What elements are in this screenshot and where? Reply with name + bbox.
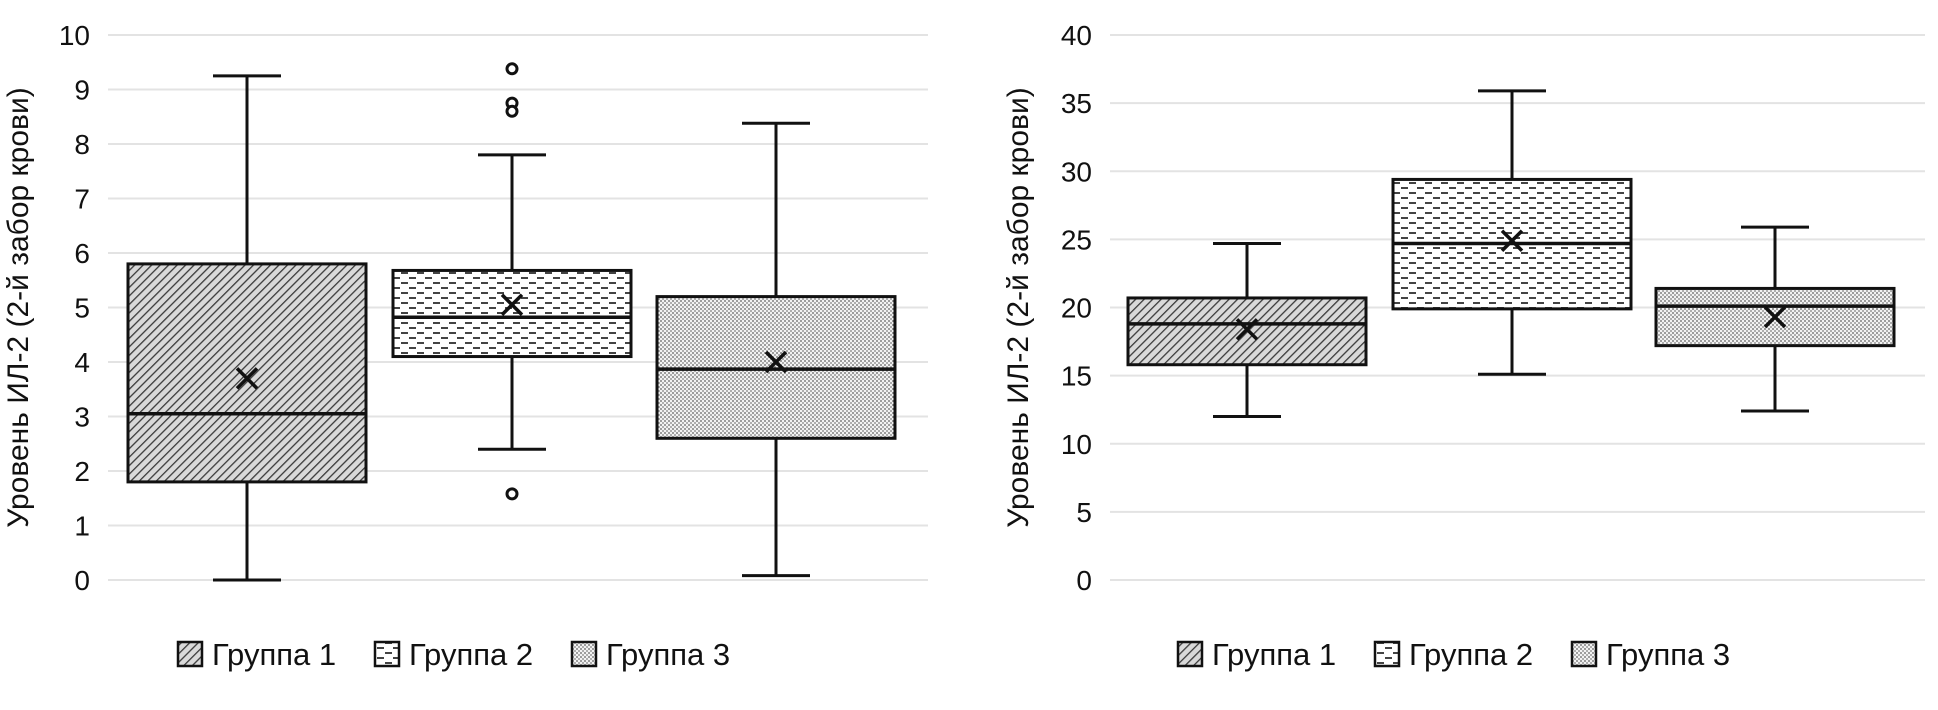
mean-stroke-b (1500, 229, 1524, 252)
legend-label: Группа 1 (212, 637, 336, 672)
y-tick-label-2: 10 (1061, 429, 1092, 460)
mean-stroke-b (235, 367, 259, 390)
y-tick-label-6: 6 (74, 238, 90, 269)
legend-label: Группа 2 (409, 637, 533, 672)
y-tick-label-5: 25 (1061, 224, 1092, 255)
y-tick-label-8: 40 (1061, 20, 1092, 51)
legend-swatch (1176, 640, 1204, 668)
y-tick-label-2: 2 (74, 456, 90, 487)
box-2 (391, 62, 633, 501)
legend-label: Группа 3 (606, 637, 730, 672)
mean-stroke-b (500, 293, 524, 317)
mean-marker (764, 350, 788, 374)
chart-right: 0 5 10 15 20 25 30 35 40 Уровень ИЛ-2 (2-й забор … (1002, 20, 1925, 672)
mean-stroke-b (764, 350, 788, 374)
legend-swatch (570, 640, 598, 668)
mean-stroke-b (1763, 305, 1787, 329)
y-tick-label-4: 4 (74, 347, 90, 378)
box-1 (126, 74, 368, 582)
legend-item-1: Группа 1 (176, 637, 336, 672)
box-3 (655, 121, 897, 578)
mean-stroke-b (1235, 318, 1259, 341)
y-tick-label-3: 3 (74, 402, 90, 433)
legend-item-2: Группа 2 (373, 637, 533, 672)
y-axis-title: Уровень ИЛ-2 (2-й забор крови) (1002, 87, 1035, 527)
outlier-point-2 (505, 104, 519, 118)
box-1 (1126, 241, 1368, 418)
y-tick-label-1: 5 (1076, 497, 1092, 528)
y-tick-label-0: 0 (1076, 565, 1092, 596)
legend-item-2: Группа 2 (1373, 637, 1533, 672)
iqr-box (391, 268, 633, 359)
y-tick-label-7: 35 (1061, 88, 1092, 119)
y-tick-label-0: 0 (74, 565, 90, 596)
outlier-point-0 (505, 62, 519, 76)
legend-label: Группа 1 (1212, 637, 1336, 672)
y-tick-label-10: 10 (59, 20, 90, 51)
mean-marker (1500, 229, 1524, 252)
y-tick-label-6: 30 (1061, 156, 1092, 187)
y-tick-label-8: 8 (74, 129, 90, 160)
legend-item-3: Группа 3 (1570, 637, 1730, 672)
legend-label: Группа 2 (1409, 637, 1533, 672)
y-tick-label-3: 15 (1061, 361, 1092, 392)
legend-swatch (373, 640, 401, 668)
legend-swatch (176, 640, 204, 668)
legend-swatch (1373, 640, 1401, 668)
mean-marker (235, 367, 259, 390)
y-tick-label-1: 1 (74, 511, 90, 542)
y-tick-label-4: 20 (1061, 293, 1092, 324)
mean-marker (1763, 305, 1787, 329)
y-tick-label-7: 7 (74, 184, 90, 215)
y-axis-title: Уровень ИЛ-2 (2-й забор крови) (2, 87, 35, 527)
legend-label: Группа 3 (1606, 637, 1730, 672)
outlier-point-3 (505, 487, 519, 501)
box-2 (1391, 89, 1633, 376)
mean-marker (1235, 318, 1259, 341)
mean-marker (500, 293, 524, 317)
y-tick-label-9: 9 (74, 75, 90, 106)
legend-item-3: Группа 3 (570, 637, 730, 672)
legend-item-1: Группа 1 (1176, 637, 1336, 672)
chart-left: 0 1 2 3 4 5 6 7 8 9 10 Уровень ИЛ-2 (2-й забор кров… (2, 20, 928, 672)
iqr-box (126, 262, 368, 484)
box-3 (1654, 225, 1896, 413)
y-tick-label-5: 5 (74, 293, 90, 324)
legend-swatch (1570, 640, 1598, 668)
